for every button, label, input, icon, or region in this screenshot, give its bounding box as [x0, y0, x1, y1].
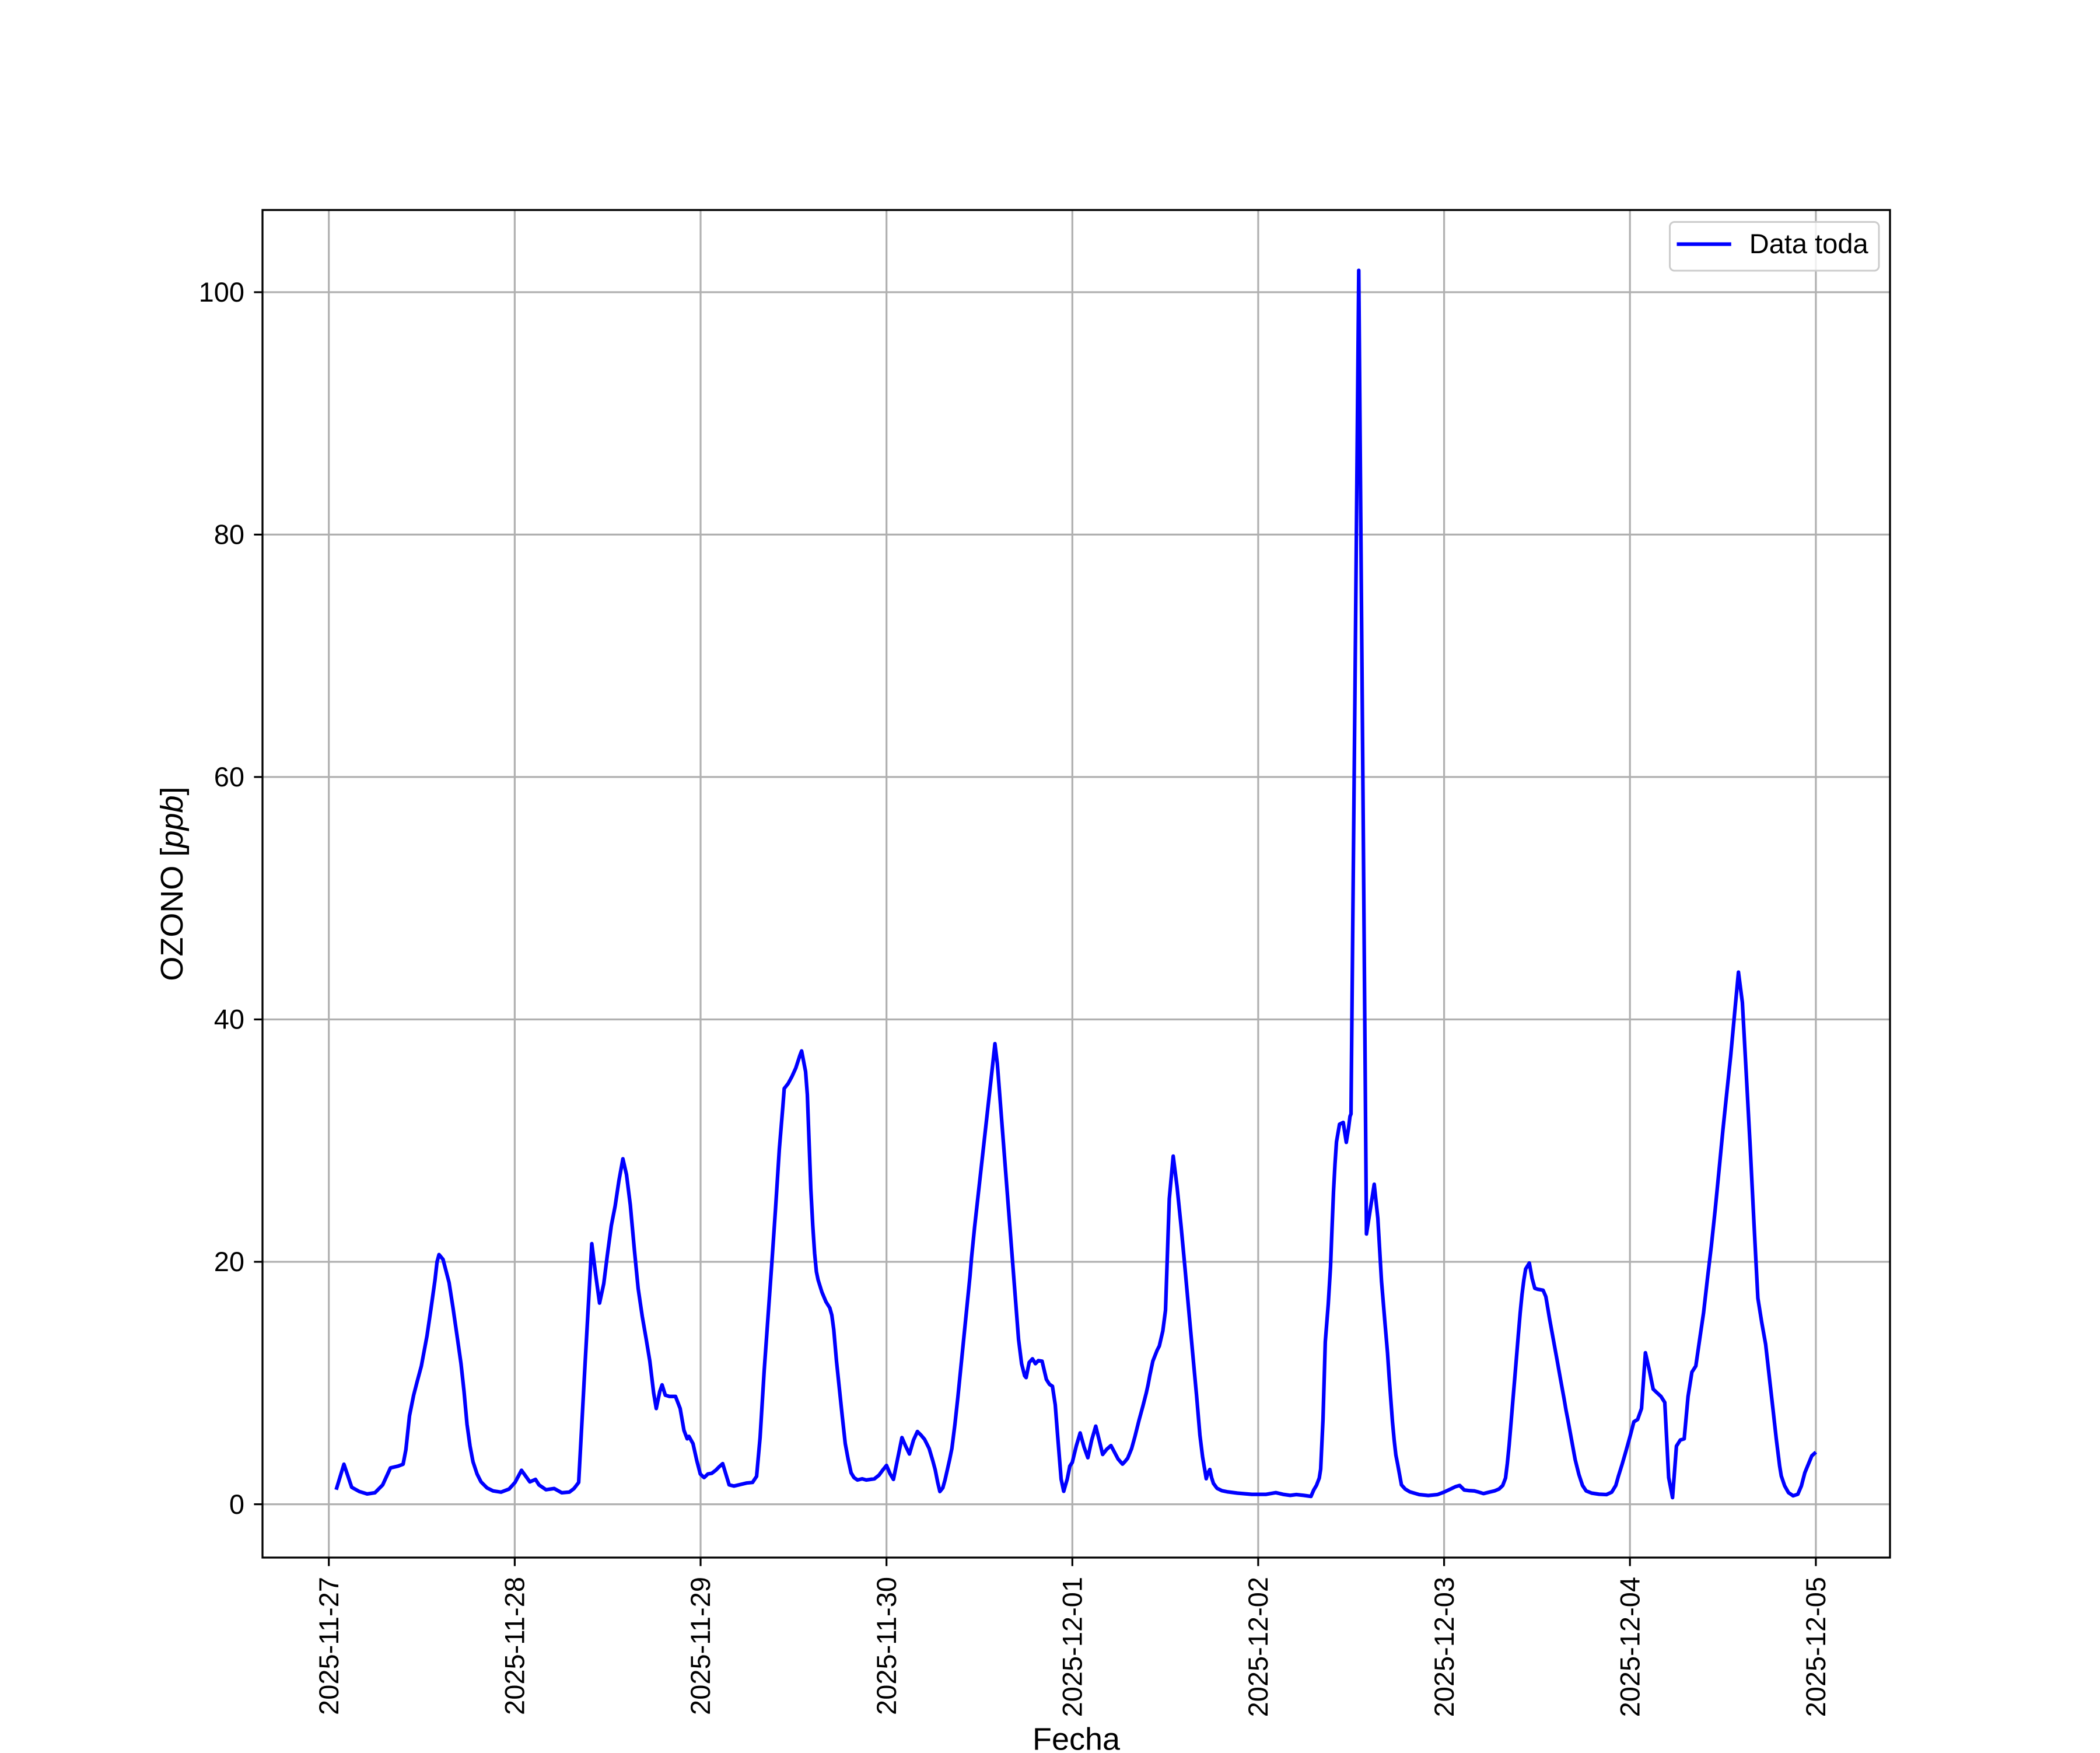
svg-text:Data toda: Data toda: [1749, 228, 1869, 259]
svg-text:OZONO [ppb]: OZONO [ppb]: [155, 786, 190, 981]
svg-text:2025-12-04: 2025-12-04: [1615, 1577, 1646, 1717]
svg-text:0: 0: [229, 1489, 244, 1520]
svg-text:80: 80: [214, 519, 244, 550]
svg-text:2025-12-01: 2025-12-01: [1057, 1577, 1088, 1717]
svg-text:2025-12-03: 2025-12-03: [1429, 1577, 1460, 1717]
svg-text:2025-11-29: 2025-11-29: [685, 1577, 716, 1715]
svg-text:2025-12-02: 2025-12-02: [1242, 1577, 1273, 1717]
svg-text:2025-11-27: 2025-11-27: [313, 1577, 344, 1715]
svg-text:2025-11-28: 2025-11-28: [499, 1577, 530, 1715]
svg-text:100: 100: [199, 277, 244, 307]
svg-text:2025-12-05: 2025-12-05: [1800, 1577, 1831, 1717]
svg-text:60: 60: [214, 761, 244, 792]
svg-text:40: 40: [214, 1004, 244, 1035]
svg-text:Fecha: Fecha: [1032, 1722, 1121, 1751]
svg-text:2025-11-30: 2025-11-30: [871, 1577, 902, 1715]
svg-text:20: 20: [214, 1246, 244, 1277]
